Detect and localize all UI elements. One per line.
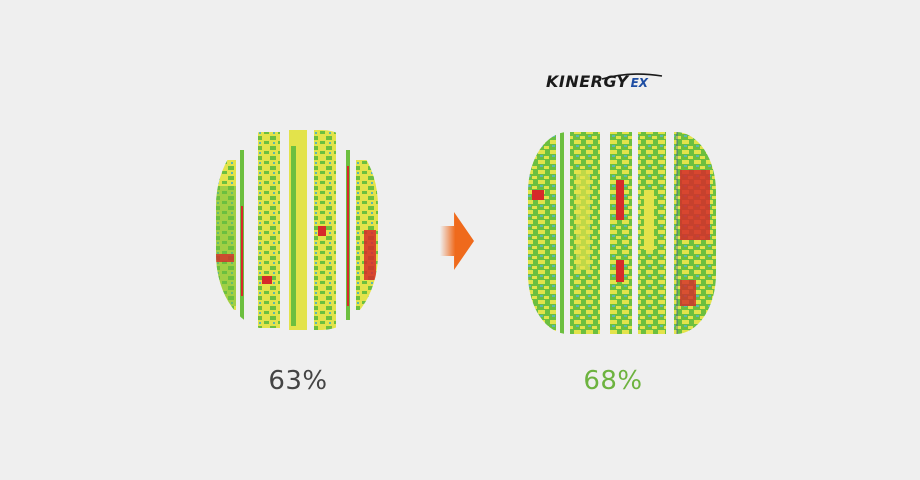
brand-logo-suffix: EX [630,76,649,90]
brand-logo: KINERGY EX [546,72,670,92]
logo-swoosh-icon [601,73,663,80]
tire-footprint-right [528,132,716,334]
arrow-right-icon [440,212,474,270]
tire-footprint-right-ribs [528,132,716,334]
percentage-left: 63% [268,366,328,396]
percentage-right: 68% [583,366,643,396]
tire-footprint-left-ribs [216,130,378,330]
tire-footprint-left [216,130,378,330]
